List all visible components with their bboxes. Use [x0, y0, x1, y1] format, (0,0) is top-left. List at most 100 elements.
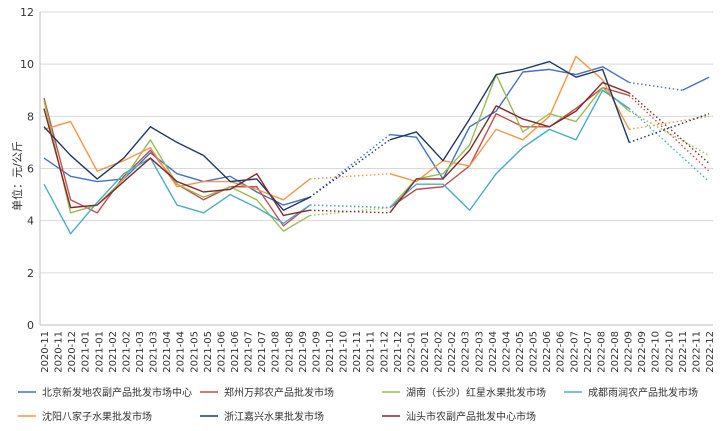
series-1: [43, 66, 710, 206]
x-tick-label: 2021-08: [271, 331, 282, 373]
x-tick-label: 2021-05: [203, 331, 214, 373]
legend-item: 湖南（长沙）红星水果批发市场: [382, 386, 546, 399]
x-tick-label: 2021-11: [366, 331, 377, 373]
series-gap-line: [628, 92, 710, 164]
x-tick-label: 2021-11: [352, 331, 363, 373]
legend-label: 汕头市农副产品批发中心市场: [406, 410, 536, 423]
series-gap-line: [309, 173, 390, 180]
x-tick-label: 2022-03: [474, 331, 485, 373]
legend-label: 浙江嘉兴水果批发市场: [224, 410, 324, 423]
x-tick-label: 2022-02: [434, 331, 445, 373]
x-tick-label: 2020-11: [54, 331, 65, 373]
x-tick-label: 2022-06: [542, 331, 553, 373]
series-gap-line: [628, 110, 710, 157]
legend-label: 湖南（长沙）红星水果批发市场: [406, 386, 546, 399]
x-tick-label: 2021-04: [162, 331, 173, 373]
series-line: [389, 66, 630, 180]
series-line: [43, 152, 311, 206]
x-tick-label: 2022-04: [501, 331, 512, 373]
x-tick-label: 2021-02: [108, 331, 119, 373]
x-tick-label: 2021-03: [135, 331, 146, 373]
series-3: [43, 73, 710, 232]
x-tick-label: 2022-01: [420, 331, 431, 373]
x-tick-label: 2021-12: [379, 331, 390, 373]
series-line: [43, 120, 311, 201]
series-gap-line: [629, 81, 683, 91]
x-tick-label: 2022-11: [678, 331, 689, 373]
x-tick-label: 2021-07: [257, 331, 268, 373]
series-line: [389, 73, 630, 209]
x-tick-label: 2020-11: [40, 331, 51, 373]
x-tick-label: 2021-12: [393, 331, 404, 373]
series-line: [389, 81, 630, 214]
x-tick-label: 2021-10: [339, 331, 350, 373]
y-tick-label: 2: [27, 267, 34, 280]
x-tick-label: 2021-02: [121, 331, 132, 373]
series-line: [389, 89, 630, 211]
x-tick-label: 2022-03: [461, 331, 472, 373]
x-tick-label: 2021-06: [230, 331, 241, 373]
x-tick-label: 2022-01: [406, 331, 417, 373]
series-6: [43, 60, 710, 211]
x-tick-label: 2021-07: [244, 331, 255, 373]
series-2: [43, 86, 710, 227]
x-tick-label: 2021-09: [298, 331, 309, 373]
x-tick-label: 2021-08: [284, 331, 295, 373]
series-gap-line: [309, 206, 390, 217]
legend-label: 郑州万邦农产品批发市场: [224, 386, 334, 399]
x-tick-label: 2022-07: [583, 331, 594, 373]
series-line: [389, 86, 630, 209]
x-tick-label: 2021-03: [149, 331, 160, 373]
series-gap-line: [629, 115, 710, 131]
x-tick-label: 2020-12: [67, 331, 78, 373]
legend-label: 北京新发地农副产品批发市场中心: [42, 386, 192, 399]
legend-item: 浙江嘉兴水果批发市场: [200, 410, 324, 423]
series-gap-line: [628, 107, 710, 183]
series-4: [43, 89, 710, 235]
series-5: [43, 55, 710, 201]
y-tick-labels: 0 2 4 6 8 10 12: [20, 6, 34, 332]
legend-item: 郑州万邦农产品批发市场: [200, 386, 334, 399]
series-line: [43, 157, 311, 235]
series-line: [389, 55, 630, 183]
series-lines: [43, 55, 710, 235]
y-tick-label: 8: [27, 110, 34, 123]
y-tick-label: 4: [27, 215, 34, 228]
y-tick-label: 10: [20, 58, 34, 71]
axes: [39, 12, 713, 326]
x-tick-labels: 2020-11 2020-11 2020-12 2021-01 2021-01 2021-…: [40, 331, 716, 373]
series-gap-line: [309, 134, 391, 198]
series-line: [43, 100, 311, 232]
series-gap-line: [309, 204, 390, 209]
x-tick-label: 2022-02: [447, 331, 458, 373]
x-tick-label: 2021-04: [176, 331, 187, 373]
x-tick-label: 2021-06: [216, 331, 227, 373]
x-tick-label: 2022-10: [651, 331, 662, 373]
y-tick-label: 0: [27, 319, 34, 332]
series-line: [43, 126, 311, 211]
legend-item: 沈阳八家子水果批发市场: [18, 410, 152, 423]
x-tick-label: 2021-10: [325, 331, 336, 373]
x-tick-label: 2022-07: [569, 331, 580, 373]
y-tick-label: 12: [20, 6, 34, 19]
legend-item: 北京新发地农副产品批发市场中心: [18, 386, 192, 399]
series-line: [43, 108, 311, 217]
x-tick-label: 2022-05: [515, 331, 526, 373]
x-tick-label: 2022-06: [556, 331, 567, 373]
series-gap-line: [309, 209, 390, 214]
y-gridlines: [40, 11, 713, 274]
x-tick-label: 2022-05: [529, 331, 540, 373]
x-tick-label: 2021-05: [189, 331, 200, 373]
x-tick-label: 2022-12: [705, 331, 716, 373]
y-tick-label: 6: [27, 163, 34, 176]
x-tick-label: 2021-01: [81, 331, 92, 373]
x-tick-label: 2022-11: [691, 331, 702, 373]
x-tick-label: 2022-08: [610, 331, 621, 373]
legend-item: 成都雨润农产品批发市场: [564, 386, 698, 399]
x-tick-label: 2022-10: [664, 331, 675, 373]
legend-label: 成都雨润农产品批发市场: [588, 386, 698, 399]
x-tick-label: 2022-09: [637, 331, 648, 373]
x-tick-label: 2022-09: [624, 331, 635, 373]
x-tick-label: 2022-04: [488, 331, 499, 373]
